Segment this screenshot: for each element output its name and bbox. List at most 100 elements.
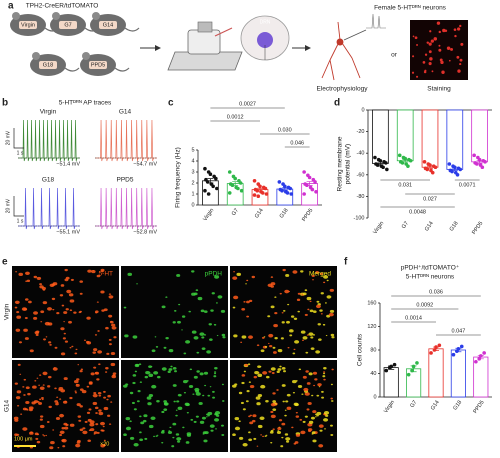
cell xyxy=(59,413,65,418)
data-point xyxy=(447,162,452,166)
cell xyxy=(284,433,289,436)
data-point xyxy=(389,364,394,369)
x-tick-label: Virgin xyxy=(372,221,385,236)
mouse: PPD5 xyxy=(80,52,130,76)
cell xyxy=(280,337,284,340)
mouse-ear xyxy=(52,12,60,20)
region-label: DRN xyxy=(260,19,271,25)
cell xyxy=(314,378,318,381)
x-tick-label: G18 xyxy=(452,400,463,412)
cell xyxy=(29,349,34,353)
cell xyxy=(88,429,92,432)
data-point xyxy=(434,345,438,349)
p-value: 0.0014 xyxy=(405,315,422,321)
cell xyxy=(295,380,298,382)
bar xyxy=(372,109,389,164)
label-pad xyxy=(89,61,107,69)
data-point xyxy=(422,160,427,164)
cell xyxy=(282,309,286,312)
cell xyxy=(214,411,221,415)
cell xyxy=(48,405,52,409)
cell xyxy=(302,336,308,340)
cell xyxy=(17,404,20,407)
cell xyxy=(16,433,20,436)
cell xyxy=(281,436,284,439)
cell xyxy=(267,283,273,288)
cell xyxy=(108,423,112,425)
cell xyxy=(304,392,310,396)
cell xyxy=(245,283,247,285)
cell xyxy=(79,280,84,283)
data-point xyxy=(433,165,438,170)
cell xyxy=(256,344,260,347)
cell xyxy=(69,423,75,427)
cell xyxy=(221,383,224,386)
cell xyxy=(97,350,103,354)
cell xyxy=(103,439,106,442)
cell xyxy=(213,372,217,375)
cell xyxy=(40,310,45,314)
cell xyxy=(304,289,308,292)
cell xyxy=(26,279,31,282)
data-point xyxy=(314,190,318,194)
cell xyxy=(204,384,207,387)
cell xyxy=(41,396,44,399)
cell xyxy=(45,336,48,338)
y-axis-label: Cell counts xyxy=(357,333,364,366)
cell xyxy=(176,400,180,403)
cell xyxy=(316,300,320,303)
cell xyxy=(203,334,207,336)
cell xyxy=(221,333,226,337)
cell xyxy=(294,441,299,444)
cell xyxy=(300,430,306,435)
group-label: G7 xyxy=(64,22,71,28)
data-point xyxy=(437,343,442,348)
cell xyxy=(89,420,95,424)
bar xyxy=(428,348,444,398)
cell xyxy=(59,398,62,400)
cell xyxy=(59,433,63,437)
cell xyxy=(308,429,312,433)
cell xyxy=(68,293,74,297)
cell xyxy=(254,371,259,375)
cell xyxy=(37,401,40,403)
cell xyxy=(309,309,314,313)
scale-label: 100 μm xyxy=(14,436,33,442)
cell xyxy=(81,389,87,394)
cell xyxy=(272,351,277,354)
cell xyxy=(270,305,275,309)
cell xyxy=(221,400,225,402)
cell xyxy=(176,437,182,441)
cell xyxy=(103,396,107,399)
cell xyxy=(16,311,20,314)
cell xyxy=(155,346,159,348)
cell xyxy=(93,431,98,434)
cell xyxy=(312,371,318,375)
cell xyxy=(89,422,95,427)
cell xyxy=(257,424,263,429)
cell xyxy=(323,418,329,422)
cell xyxy=(109,320,114,324)
cell xyxy=(61,427,65,430)
cell xyxy=(303,387,309,392)
cell xyxy=(177,320,181,324)
cell xyxy=(186,411,189,414)
cell xyxy=(59,294,64,297)
image-bg xyxy=(121,360,228,452)
cell xyxy=(448,59,451,62)
data-point xyxy=(252,193,257,197)
data-point xyxy=(280,188,284,193)
data-point xyxy=(238,181,243,185)
strain-title: TPH2-CreER/tdTOMATO xyxy=(26,3,99,10)
cell xyxy=(33,311,38,315)
cell xyxy=(74,390,77,392)
cell xyxy=(181,315,186,318)
cell xyxy=(173,400,176,403)
cell xyxy=(110,362,116,367)
data-point xyxy=(233,176,237,181)
cell xyxy=(450,47,454,51)
cell xyxy=(161,305,166,309)
cell xyxy=(192,393,195,395)
cell xyxy=(107,414,111,417)
cell xyxy=(428,50,432,54)
